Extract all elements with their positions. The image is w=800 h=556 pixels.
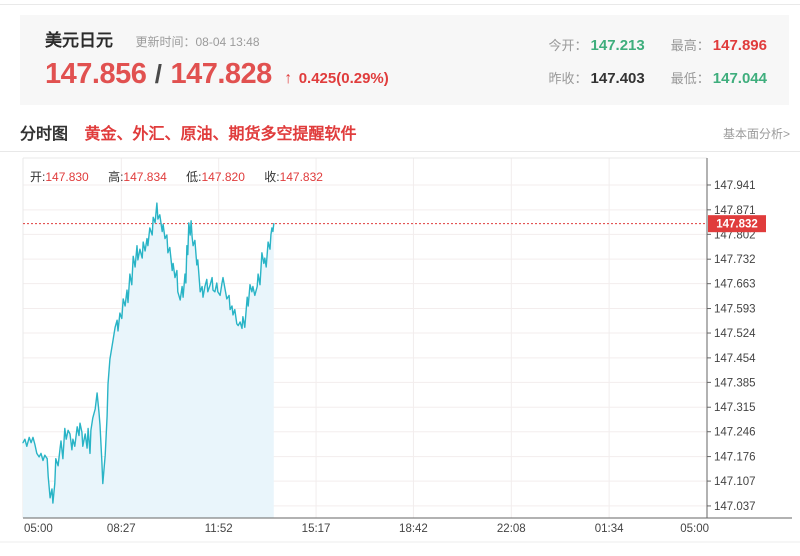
- section-divider: [0, 151, 800, 152]
- y-axis-label: 147.593: [714, 304, 756, 316]
- legend-open: 开:147.830: [30, 170, 89, 184]
- tab-time-chart[interactable]: 分时图: [20, 126, 69, 143]
- stat-value: 147.044: [712, 70, 767, 87]
- y-axis-label: 147.176: [714, 452, 756, 464]
- section-row: 分时图 黄金、外汇、原油、期货多空提醒软件 基本面分析>: [20, 120, 790, 146]
- x-axis-label: 05:00: [680, 523, 709, 535]
- current-price-tag-label: 147.832: [716, 219, 758, 231]
- pair-name: 美元日元: [45, 31, 113, 50]
- stat-value: 147.403: [590, 70, 645, 87]
- x-axis-label: 18:42: [399, 523, 428, 535]
- y-axis-label: 147.037: [714, 501, 756, 513]
- y-axis-label: 147.871: [714, 205, 756, 217]
- y-axis-label: 147.663: [714, 279, 756, 291]
- x-axis-label: 15:17: [302, 523, 331, 535]
- ohlc-legend: 开:147.830 高:147.834 低:147.820 收:147.832: [30, 168, 339, 185]
- stat-value: 147.213: [590, 37, 645, 54]
- ask-price: 147.828: [170, 58, 272, 90]
- y-axis-label: 147.732: [714, 254, 756, 266]
- update-time-label: 更新时间：: [135, 35, 196, 49]
- bid-price: 147.856: [45, 58, 147, 90]
- y-axis-label: 147.246: [714, 427, 756, 439]
- up-arrow-icon: ↑: [284, 70, 293, 87]
- stat-today-open: 今开： 147.213: [549, 35, 645, 55]
- x-axis-label: 01:34: [595, 523, 624, 535]
- stat-label: 最低：: [670, 71, 710, 86]
- x-axis-label: 08:27: [107, 523, 136, 535]
- legend-high: 高:147.834: [108, 170, 167, 184]
- quote-card: 美元日元 更新时间：08-04 13:48 147.856 / 147.828 …: [20, 15, 789, 105]
- stat-value: 147.896: [712, 37, 767, 54]
- y-axis-label: 147.802: [714, 229, 756, 241]
- legend-close: 收:147.832: [264, 170, 323, 184]
- stat-label: 最高：: [670, 38, 710, 53]
- x-axis-label: 22:08: [497, 523, 526, 535]
- stat-prev-close: 昨收： 147.403: [549, 68, 645, 88]
- promo-link[interactable]: 黄金、外汇、原油、期货多空提醒软件: [84, 126, 357, 143]
- intraday-chart[interactable]: 147.941 147.871 147.802 147.732 147.663 147.5…: [0, 152, 800, 544]
- top-divider: [0, 4, 800, 5]
- update-time-value: 08-04 13:48: [195, 35, 260, 49]
- stat-day-high: 最高： 147.896: [671, 35, 767, 55]
- x-axis-label: 05:00: [24, 523, 53, 535]
- stat-day-low: 最低： 147.044: [671, 68, 767, 88]
- price-separator: /: [154, 59, 163, 89]
- y-axis-label: 147.524: [714, 328, 756, 340]
- chart-canvas: 147.941 147.871 147.802 147.732 147.663 147.5…: [0, 157, 800, 543]
- y-axis-label: 147.315: [714, 402, 756, 414]
- chart-line: [22, 202, 275, 504]
- quote-left: 美元日元 更新时间：08-04 13:48 147.856 / 147.828 …: [45, 26, 389, 91]
- update-time: 更新时间：08-04 13:48: [135, 35, 259, 49]
- legend-low: 低:147.820: [186, 170, 245, 184]
- quote-stats: 今开： 147.213 最高： 147.896 昨收： 147.403 最低： 147.…: [549, 35, 768, 88]
- stat-label: 昨收：: [548, 71, 588, 86]
- fundamental-analysis-link[interactable]: 基本面分析>: [722, 127, 790, 141]
- y-axis-label: 147.941: [714, 180, 756, 192]
- stat-label: 今开：: [548, 38, 588, 53]
- current-price-tag: [708, 215, 766, 233]
- price-row: 147.856 / 147.828 ↑ 0.425(0.29%): [45, 58, 389, 91]
- chart-area: [23, 203, 274, 518]
- change-percent: 0.425(0.29%): [298, 70, 389, 87]
- y-axis-label: 147.385: [714, 377, 756, 389]
- y-axis-label: 147.107: [714, 476, 756, 488]
- y-axis-label: 147.454: [714, 353, 756, 365]
- x-axis-label: 11:52: [205, 523, 233, 535]
